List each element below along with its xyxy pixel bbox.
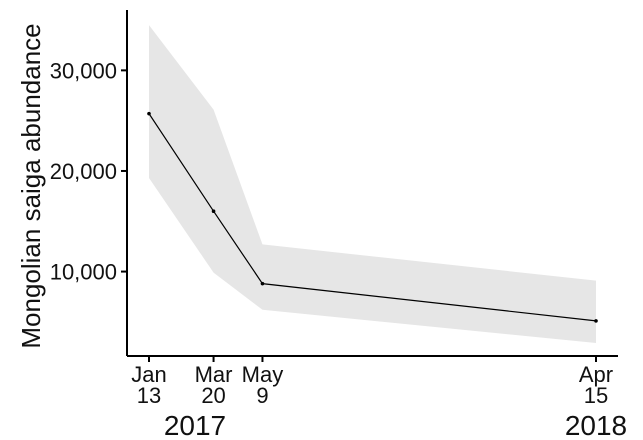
- x-tick-label-month: Jan: [131, 362, 166, 387]
- x-tick-label-day: 13: [137, 383, 161, 408]
- axes-layer: [121, 10, 618, 362]
- year-label: 2017: [164, 410, 226, 440]
- series-line: [148, 113, 597, 322]
- x-tick-label-month: Apr: [579, 362, 613, 387]
- data-point: [260, 281, 265, 286]
- data-point: [211, 209, 216, 214]
- x-tick-label-month: Mar: [195, 362, 233, 387]
- labels-layer: 10,00020,00030,000Jan13Mar20May9Apr15201…: [16, 23, 627, 440]
- year-label: 2018: [565, 410, 627, 440]
- y-tick-label: 10,000: [50, 260, 117, 285]
- y-tick-label: 20,000: [50, 159, 117, 184]
- confidence-band: [149, 25, 596, 344]
- data-point: [594, 319, 598, 323]
- x-tick-label-month: May: [242, 362, 284, 387]
- y-axis-title: Mongolian saiga abundance: [16, 23, 46, 348]
- y-tick-label: 30,000: [50, 58, 117, 83]
- confidence-band-layer: [149, 25, 596, 344]
- x-tick-label-day: 20: [201, 383, 225, 408]
- data-point: [147, 111, 151, 116]
- series-line-layer: [147, 111, 598, 323]
- x-tick-label-day: 15: [584, 383, 608, 408]
- x-tick-label-day: 9: [256, 383, 268, 408]
